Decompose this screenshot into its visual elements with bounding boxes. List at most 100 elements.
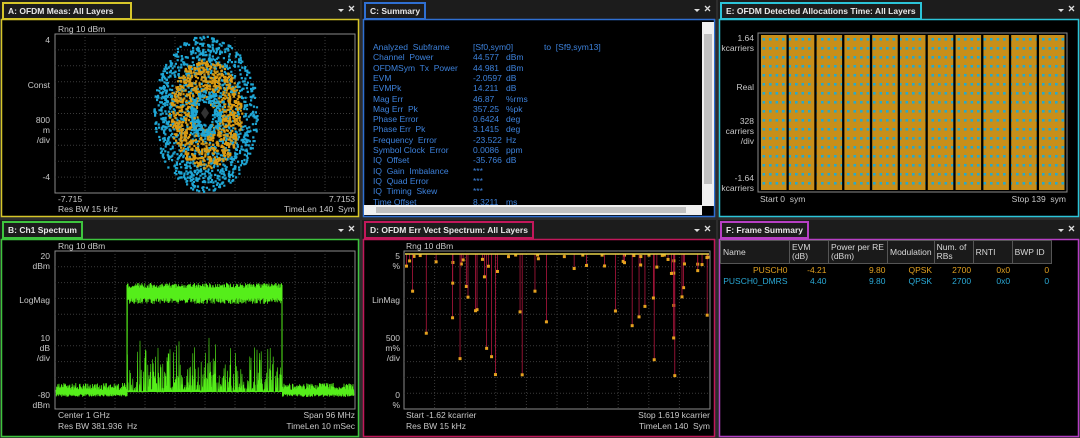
error-point — [480, 257, 484, 261]
error-point — [673, 374, 677, 378]
spectrum-trace — [55, 282, 355, 398]
error-point — [705, 313, 709, 317]
column-header[interactable]: Modulation — [887, 240, 935, 264]
panel-tab[interactable]: A: OFDM Meas: All Layers — [2, 2, 132, 20]
column-header[interactable]: Num. of RBs — [933, 240, 974, 264]
close-icon — [1068, 225, 1075, 232]
error-point — [613, 309, 617, 313]
error-point — [643, 304, 647, 308]
error-point — [490, 355, 494, 359]
summary-unit: deg — [506, 114, 521, 125]
column-header[interactable]: EVM (dB) — [789, 240, 829, 264]
axis-label: Rng 10 dBm — [406, 241, 454, 251]
summary-value: 14.211 — [473, 83, 499, 94]
error-point — [639, 255, 643, 259]
table-cell: 0 — [1044, 275, 1050, 286]
summary-value: 357.25 — [473, 103, 499, 114]
table-cell: -4.21 — [807, 264, 827, 275]
scrollbar-thumb — [376, 207, 686, 213]
summary-label: Analyzed Subframe — [373, 42, 450, 52]
allocation-block — [1011, 35, 1037, 190]
dropdown-icon — [1058, 9, 1064, 12]
error-point — [632, 254, 636, 258]
axis-label: 20 — [40, 251, 50, 261]
axis-label: TimeLen 140 Sym — [283, 204, 355, 214]
error-point — [466, 295, 470, 299]
error-point — [495, 269, 499, 273]
axis-label: /div — [740, 136, 754, 146]
summary-label: Mag Err Pk — [373, 103, 418, 114]
error-point — [585, 263, 589, 267]
panel-header — [362, 0, 716, 19]
summary-label: IQ Gain Imbalance — [373, 165, 449, 176]
constellation-trace — [168, 59, 244, 170]
error-point — [651, 296, 655, 300]
error-point — [536, 257, 540, 261]
summary-value: [Sf0,sym0] — [473, 42, 514, 52]
axis-label: carriers — [725, 126, 754, 136]
scrollbar-thumb — [704, 34, 712, 184]
summary-label: EVM — [373, 72, 392, 83]
axis-label: Res BW 15 kHz — [406, 421, 466, 431]
panel-tab[interactable]: E: OFDM Detected Allocations Time: All L… — [720, 2, 922, 20]
error-point — [600, 253, 604, 257]
table-cell: 0x0 — [996, 275, 1011, 286]
column-header[interactable]: RNTI — [972, 240, 1013, 264]
panel-tab[interactable]: C: Summary — [364, 2, 427, 20]
table-cell: QPSK — [908, 275, 933, 286]
summary-value: *** — [473, 186, 483, 197]
error-point — [706, 255, 710, 259]
error-point — [662, 253, 666, 257]
column-header[interactable]: Power per RE (dBm) — [828, 240, 888, 264]
panel-body — [362, 18, 716, 218]
axis-label: 500 — [385, 333, 400, 343]
error-point — [464, 284, 468, 288]
summary-unit: dBm — [506, 62, 524, 73]
axis-label: -1.64 — [734, 173, 754, 183]
error-point — [506, 255, 510, 259]
axis-label: 328 — [739, 116, 754, 126]
axis-label: /div — [386, 353, 400, 363]
constellation-center — [201, 107, 209, 119]
panel-tab[interactable]: F: Frame Summary — [720, 221, 809, 239]
summary-unit: dB — [506, 83, 517, 94]
axis-label: % — [392, 400, 400, 410]
summary-label: Channel Power — [373, 52, 434, 63]
table-cell: 9.80 — [868, 264, 886, 275]
summary-value: 8.3211 — [473, 196, 499, 207]
axis-label: TimeLen 10 mSec — [286, 421, 355, 431]
allocation-block — [788, 35, 815, 190]
axis-label: LogMag — [19, 295, 50, 305]
column-header[interactable]: BWP ID — [1011, 240, 1052, 264]
error-point — [672, 336, 676, 340]
column-header[interactable]: Name — [720, 240, 790, 264]
panel-tab[interactable]: D: OFDM Err Vect Spectrum: All Layers — [364, 221, 534, 239]
error-point — [696, 269, 700, 273]
axis-label: 4 — [45, 35, 50, 45]
axis-label: kcarriers — [721, 43, 754, 53]
summary-unit: ms — [506, 196, 518, 207]
allocation-block — [872, 35, 898, 190]
dropdown-icon — [338, 9, 344, 12]
axis-label: Real — [736, 82, 754, 92]
error-point — [482, 275, 486, 279]
axis-label: /div — [36, 135, 50, 145]
allocation-block — [955, 35, 982, 190]
summary-label: OFDMSym Tx Power — [373, 62, 458, 73]
allocation-block — [983, 35, 1009, 190]
error-point — [647, 253, 651, 257]
summary-label: Mag Err — [373, 93, 404, 104]
summary-value: 46.87 — [473, 93, 495, 104]
error-point — [660, 253, 664, 257]
axis-label: % — [392, 261, 400, 271]
axis-label: Stop 1.619 kcarrier — [638, 410, 710, 420]
axis-label: dBm — [32, 400, 50, 410]
summary-label: EVMPk — [373, 83, 402, 94]
summary-label: IQ Quad Error — [373, 175, 429, 186]
panel-tab[interactable]: B: Ch1 Spectrum — [2, 221, 83, 239]
summary-value: -2.0597 — [473, 72, 502, 83]
error-point — [459, 262, 463, 266]
constellation-trace — [189, 90, 222, 138]
table-cell: QPSK — [908, 264, 933, 275]
error-point — [493, 373, 497, 377]
